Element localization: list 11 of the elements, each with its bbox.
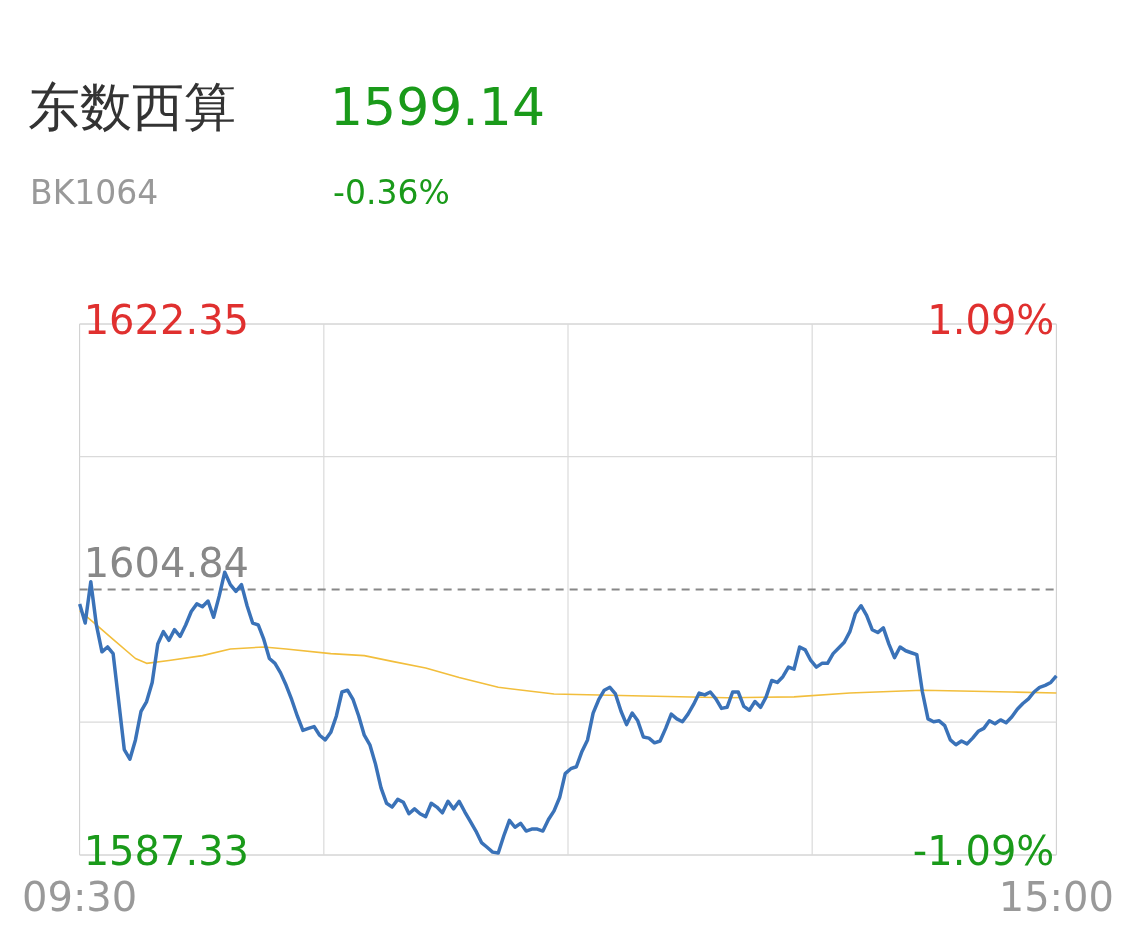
x-tick-label: 15:00 [998, 874, 1114, 921]
y2-tick-label: -1.09% [912, 828, 1055, 875]
ref-line-label: 1604.84 [83, 539, 250, 586]
text: 1599.14 [330, 76, 546, 139]
y-tick-label: 1622.35 [83, 297, 250, 344]
y-tick-label: 1587.33 [83, 828, 250, 875]
chart-title: 东数西算 [28, 76, 236, 139]
x-tick-label: 09:30 [22, 874, 138, 921]
y2-tick-label: 1.09% [927, 297, 1055, 344]
text: -0.36% [333, 172, 450, 214]
chart-subtitle: BK1064 [30, 172, 159, 214]
